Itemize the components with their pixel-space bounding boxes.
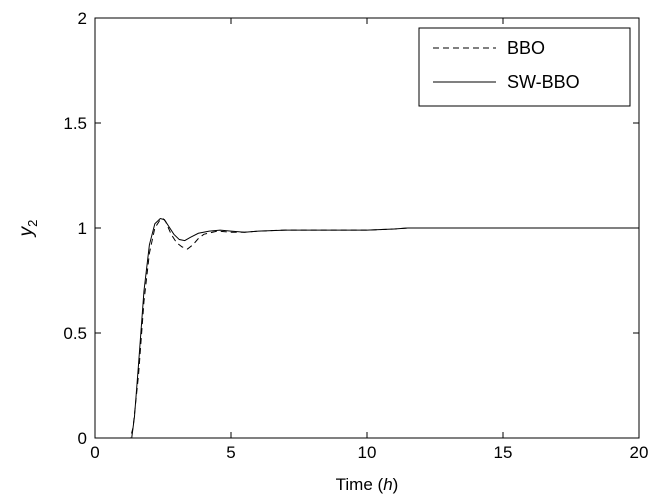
x-axis-label-main: Time ( (336, 475, 384, 494)
x-axis-label: Time (h) (336, 475, 399, 494)
ticks-layer: 0 5 10 15 20 0 0.5 1 1.5 2 (63, 9, 648, 462)
y-axis-label-var: y (16, 225, 37, 238)
y-tick-label: 1.5 (63, 114, 87, 133)
series-layer (95, 217, 639, 439)
series-line-sw-bbo (95, 217, 639, 439)
y-axis-label: y2 (16, 220, 40, 239)
x-axis-label-close: ) (393, 475, 399, 494)
x-axis-label-var: h (383, 475, 392, 494)
y-tick-label: 0 (78, 429, 87, 448)
legend-label-sw-bbo: SW-BBO (507, 72, 580, 92)
x-tick-label: 10 (358, 443, 377, 462)
y-tick-label: 2 (78, 9, 87, 28)
x-tick-label: 15 (494, 443, 513, 462)
y-tick-label: 1 (78, 219, 87, 238)
x-tick-label: 20 (630, 443, 649, 462)
legend-box (418, 27, 631, 107)
legend-label-bbo: BBO (507, 38, 545, 58)
x-tick-label: 5 (226, 443, 235, 462)
legend: BBO SW-BBO (418, 27, 631, 107)
x-tick-label: 0 (90, 443, 99, 462)
y-axis-label-sub: 2 (25, 220, 40, 227)
y-tick-label: 0.5 (63, 324, 87, 343)
